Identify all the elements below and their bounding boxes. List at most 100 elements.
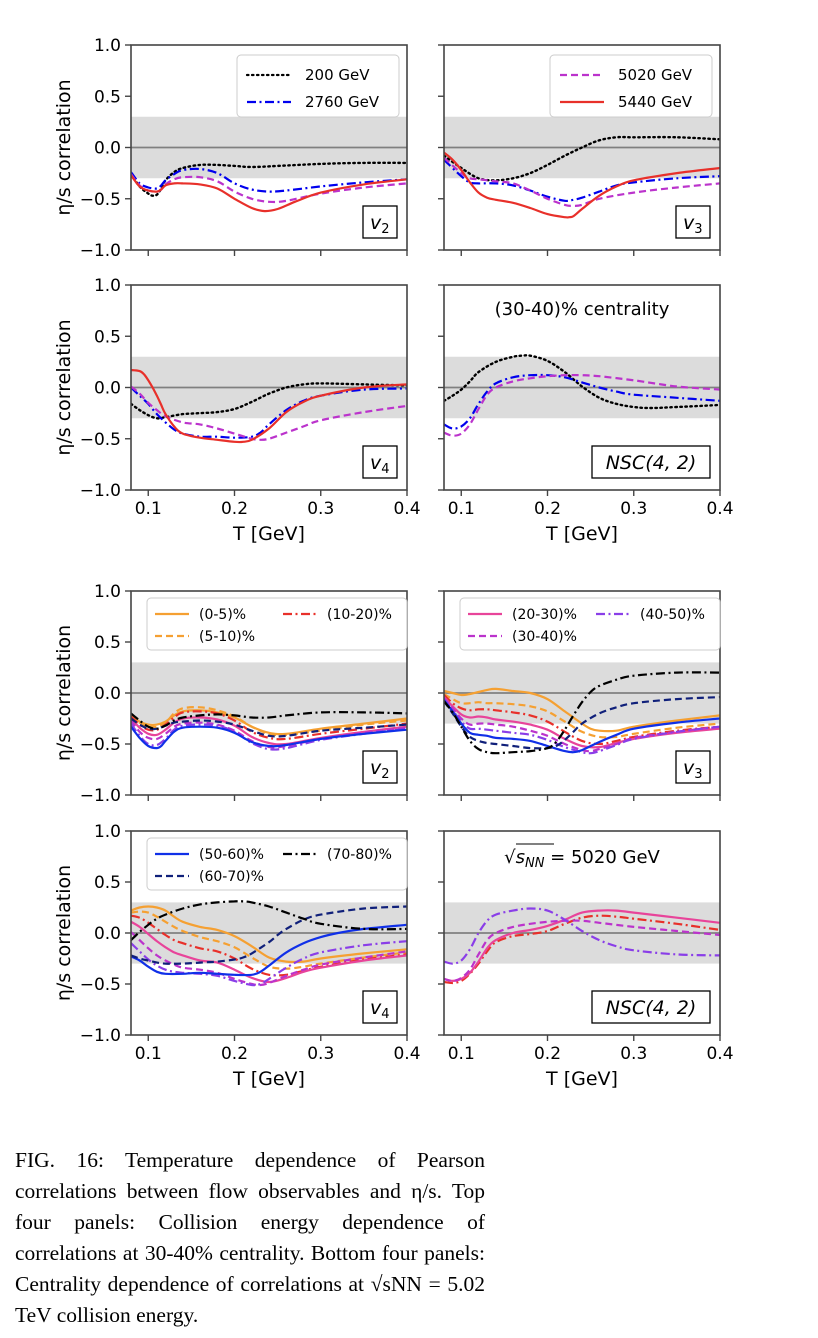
panel-tag-box (675, 205, 711, 239)
panel-tag: v2 (370, 212, 390, 237)
series-line-5-10 (444, 693, 720, 739)
series-group (131, 900, 407, 987)
panel-energy-v3: v3 5020 GeV 5440 GeV (438, 44, 721, 256)
series-line-5020-gev (131, 173, 407, 204)
panel-tag-box (591, 990, 711, 1024)
panel-energy-nsc42: 0.1 0.2 0.3 0.4 T [GeV] NSC(4, 2) (30-40)% cen… (438, 284, 734, 545)
legend-label: (70-80)% (327, 847, 392, 863)
legend-label: 2760 GeV (305, 93, 380, 111)
panel-centrality-v4: 1.0 0.5 0.0 −0.5 −1.0 0.1 0.2 0.3 0.4 T [GeV] η/s … (53, 822, 421, 1090)
caption-text: Temperature dependence of Pearson correl… (15, 1148, 485, 1327)
series-line-5440-gev (131, 174, 407, 213)
legend: (0-5)% (10-20)% (5-10)% (146, 597, 408, 651)
series-group (444, 135, 720, 219)
series-line-30-40 (131, 931, 407, 987)
panel-tag: NSC(4, 2) (606, 452, 697, 474)
y-tick-label: −0.5 (80, 975, 121, 995)
series-line-10-20 (131, 710, 407, 741)
series-line-5020-gev (131, 385, 407, 441)
y-axis-label: η/s correlation (53, 625, 75, 761)
legend-box (146, 597, 408, 651)
series-line-200-gev (131, 161, 407, 197)
y-tick-label: 0.0 (94, 139, 121, 159)
y-axis-label: η/s correlation (53, 319, 75, 455)
series-line-40-50 (444, 698, 720, 755)
x-tick-label: 0.1 (135, 1044, 162, 1064)
y-tick-label: 1.0 (94, 36, 121, 56)
series-line-2760-gev (131, 167, 407, 193)
legend: (20-30)% (40-50)% (30-40)% (459, 597, 721, 651)
legend-label: 5020 GeV (618, 66, 693, 84)
series-line-70-80 (444, 671, 720, 755)
panel-tag: v3 (683, 757, 703, 782)
series-group (444, 671, 720, 755)
legend-label: (10-20)% (327, 607, 392, 623)
legend-label: 5440 GeV (618, 93, 693, 111)
x-tick-label: 0.4 (706, 499, 733, 519)
x-tick-label: 0.4 (706, 1044, 733, 1064)
y-tick-label: 0.5 (94, 873, 121, 893)
series-line-0-5 (131, 709, 407, 736)
panel-centrality-v2: 1.0 0.5 0.0 −0.5 −1.0 η/s correlation v2 (0-5)%… (53, 582, 408, 806)
caption-label: FIG. 16: (15, 1148, 104, 1172)
y-tick-label: −0.5 (80, 190, 121, 210)
series-line-5440-gev (131, 369, 407, 444)
series-line-20-30 (131, 920, 407, 984)
panel-energy-v4: 1.0 0.5 0.0 −0.5 −1.0 0.1 0.2 0.3 0.4 T [GeV] η/s … (53, 276, 421, 545)
legend: 200 GeV 2760 GeV (236, 54, 400, 118)
panel-tag-box (362, 205, 398, 239)
series-group (131, 161, 407, 213)
y-tick-label: 1.0 (94, 822, 121, 842)
legend-label: (40-50)% (640, 607, 705, 623)
panel-annotation: (30-40)% centrality (495, 299, 670, 320)
y-axis-label: η/s correlation (53, 865, 75, 1001)
series-line-200-gev (444, 354, 720, 410)
series-line-0-5 (444, 687, 720, 733)
y-tick-label: −1.0 (80, 241, 121, 261)
x-tick-label: 0.2 (221, 1044, 248, 1064)
panel-centrality-v3: v3 (20-30)% (40-50)% (30-40)% (438, 590, 721, 801)
series-line-5020-gev (444, 156, 720, 208)
panel-tag-box (362, 750, 398, 784)
x-axis-label: T [GeV] (232, 1068, 305, 1090)
legend-label: (5-10)% (199, 629, 255, 645)
legend-box (146, 837, 408, 891)
x-tick-label: 0.3 (620, 1044, 647, 1064)
legend-label: 200 GeV (305, 66, 370, 84)
series-line-40-50 (131, 722, 407, 751)
x-tick-label: 0.1 (135, 499, 162, 519)
x-tick-label: 0.3 (620, 499, 647, 519)
panel-annotation: √sNN = 5020 GeV (504, 847, 660, 871)
legend-label: (0-5)% (199, 607, 246, 623)
panel-tag-box (591, 445, 711, 479)
panel-tag: v4 (370, 452, 390, 477)
series-line-50-60 (444, 699, 720, 754)
series-line-20-30 (444, 909, 720, 983)
y-tick-label: 0.0 (94, 379, 121, 399)
series-line-0-5 (131, 905, 407, 964)
series-group (444, 354, 720, 437)
series-group (131, 706, 407, 751)
panel-tag-box (362, 445, 398, 479)
series-line-20-30 (444, 696, 720, 749)
panel-energy-v2: 1.0 0.5 0.0 −0.5 −1.0 η/s correlation v2 200 Ge… (53, 36, 408, 261)
series-line-5020-gev (444, 373, 720, 437)
legend-label: (50-60)% (199, 847, 264, 863)
x-tick-label: 0.3 (307, 499, 334, 519)
y-tick-label: 1.0 (94, 582, 121, 602)
x-tick-label: 0.1 (448, 499, 475, 519)
x-tick-label: 0.2 (221, 499, 248, 519)
y-axis-label: η/s correlation (53, 79, 75, 215)
series-line-5-10 (131, 910, 407, 970)
legend-box (459, 597, 721, 651)
x-tick-label: 0.2 (534, 499, 561, 519)
series-line-60-70 (131, 905, 407, 965)
panel-centrality-nsc42: 0.1 0.2 0.3 0.4 T [GeV] NSC(4, 2) √sNN = 5020 … (438, 830, 734, 1090)
x-tick-label: 0.2 (534, 1044, 561, 1064)
series-line-70-80 (131, 900, 407, 941)
x-tick-label: 0.4 (393, 499, 420, 519)
y-tick-label: −1.0 (80, 786, 121, 806)
y-tick-label: 0.5 (94, 633, 121, 653)
legend-label: (30-40)% (512, 629, 577, 645)
series-line-10-20 (131, 914, 407, 977)
